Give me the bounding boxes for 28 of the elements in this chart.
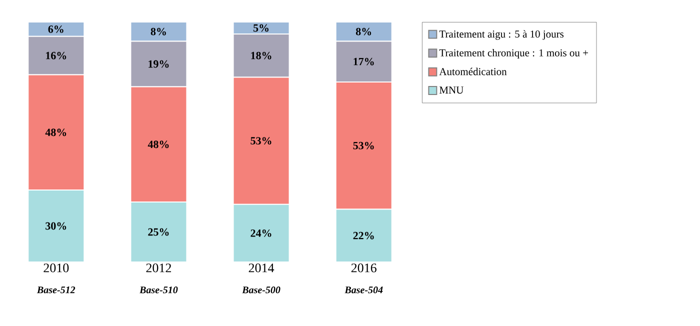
data-label: 22%: [353, 232, 374, 240]
x-tick-label: 2010: [44, 264, 69, 272]
data-label: 8%: [150, 28, 166, 36]
data-label: 48%: [148, 140, 169, 148]
legend-label: Traitement aigu : 5 à 10 jours: [439, 30, 564, 40]
data-label: 48%: [45, 128, 66, 136]
data-label: 30%: [46, 222, 66, 230]
legend-label: Automédication: [439, 68, 507, 76]
data-label: 16%: [46, 52, 66, 60]
data-label: 5%: [253, 24, 268, 32]
data-label: 24%: [250, 229, 272, 237]
data-label: 53%: [353, 142, 374, 150]
data-label: 25%: [148, 228, 169, 236]
legend-label: MNU: [439, 86, 464, 94]
data-label: 19%: [148, 60, 169, 68]
text: Base-510: [139, 286, 178, 294]
data-label: 8%: [356, 28, 372, 36]
legend-label: Traitement chronique : 1 mois ou +: [439, 49, 588, 59]
text: Base-512: [36, 286, 76, 294]
data-label: 6%: [48, 25, 64, 33]
x-tick-label: 2014: [248, 264, 274, 272]
x-tick-label: 2016: [351, 264, 376, 272]
data-label: 53%: [250, 137, 272, 145]
text: Base-504: [344, 286, 383, 294]
text: Base-500: [242, 286, 280, 294]
x-tick-label: 2012: [146, 264, 172, 272]
data-label: 18%: [251, 52, 272, 60]
data-label: 17%: [354, 58, 374, 66]
